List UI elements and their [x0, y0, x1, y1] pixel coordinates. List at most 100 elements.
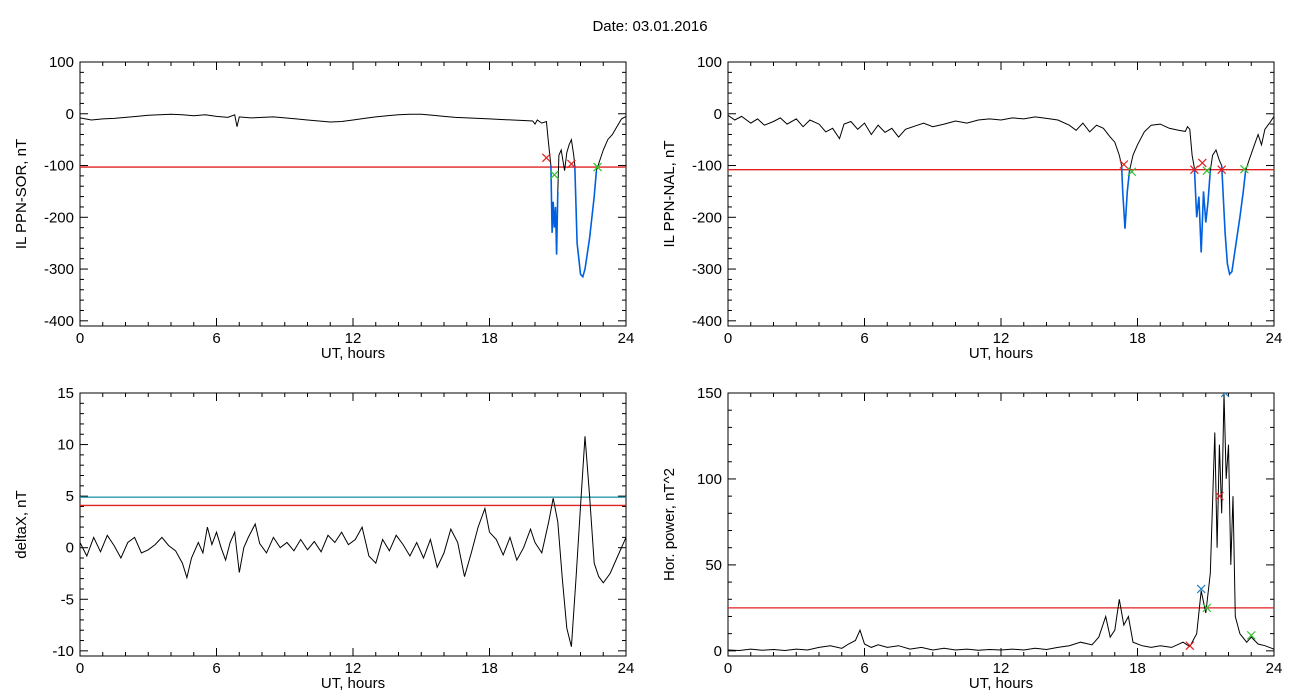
marker-x: [1202, 603, 1212, 613]
series-line-0: [80, 436, 626, 647]
marker-x: [549, 170, 559, 180]
marker-stroke: [1119, 160, 1129, 169]
marker-x: [1185, 641, 1195, 651]
marker-x: [1220, 393, 1230, 398]
y-tick-label: -100: [44, 158, 74, 175]
x-tick-label: 6: [860, 330, 868, 347]
y-tick-label: -200: [44, 209, 74, 226]
y-tick-label: 5: [66, 488, 74, 505]
y-tick-label: 150: [697, 385, 722, 402]
y-tick-label: 0: [66, 540, 74, 557]
chart-panel-top-left: 0 6 12 18 24 100 0 -100 -200 -300 -400 UT, hours IL …: [13, 54, 634, 362]
series-line-0: [80, 113, 552, 166]
marker-stroke: [1196, 584, 1206, 594]
marker-x: [1240, 164, 1249, 174]
plot-area: [80, 113, 626, 279]
y-tick-label: 100: [697, 54, 722, 71]
x-tick-label: 12: [993, 660, 1010, 677]
series-line-0: [728, 114, 1123, 166]
y-axis-label: IL PPN-SOR, nT: [13, 139, 30, 249]
x-tick-label: 12: [993, 330, 1010, 347]
page-title: Date: 03.01.2016: [592, 18, 708, 35]
plot-frame: [727, 61, 1275, 327]
y-tick-label: 100: [697, 471, 722, 488]
y-tick-label: -100: [692, 158, 722, 175]
chart-panel-top-right: 0 6 12 18 24 100 0 -100 -200 -300 -400 UT, hours IL …: [661, 54, 1282, 362]
y-axis-label: Hor. power, nT^2: [661, 468, 678, 581]
y-axis-label: IL PPN-NAL, nT: [661, 141, 678, 248]
x-tick-label: 24: [618, 660, 635, 677]
plot-area: [728, 114, 1274, 276]
y-tick-label: 50: [705, 557, 722, 574]
marker-stroke: [1202, 166, 1212, 176]
series-line-4: [595, 115, 626, 171]
marker-stroke: [1197, 158, 1207, 168]
x-tick-label: 18: [481, 330, 498, 347]
marker-stroke: [1189, 165, 1199, 175]
x-tick-label: 6: [860, 660, 868, 677]
marker-stroke: [1214, 491, 1224, 501]
x-tick-label: 0: [724, 660, 732, 677]
y-tick-label: 0: [66, 106, 74, 123]
x-axis-label: UT, hours: [969, 675, 1033, 692]
marker-stroke: [1217, 165, 1227, 175]
y-tick-label: -10: [52, 643, 74, 660]
marker-x: [1214, 491, 1224, 501]
y-tick-label: -5: [61, 591, 74, 608]
x-tick-label: 0: [76, 660, 84, 677]
plot-frame: [79, 61, 627, 327]
marker-x: [1217, 165, 1227, 175]
marker-stroke: [1185, 641, 1195, 651]
marker-stroke: [1220, 393, 1226, 398]
x-axis-label: UT, hours: [969, 345, 1033, 362]
series-line-3: [1193, 168, 1212, 253]
x-tick-label: 18: [1129, 660, 1146, 677]
marker-x: [1202, 166, 1212, 176]
marker-x: [1189, 165, 1199, 175]
series-line-1: [550, 165, 559, 255]
plot-area: [728, 393, 1274, 652]
marker-x: [1196, 584, 1206, 594]
y-axis-label: deltaX, nT: [13, 490, 30, 558]
marker-stroke: [566, 159, 576, 169]
chart-panel-bottom-right: 0 6 12 18 24 150 100 50 0 UT, hours Hor. power, nT…: [661, 385, 1282, 692]
marker-stroke: [1240, 164, 1249, 174]
y-tick-label: 15: [57, 385, 74, 402]
series-line-0: [728, 393, 1274, 652]
x-tick-label: 12: [345, 330, 362, 347]
x-tick-label: 6: [212, 330, 220, 347]
y-tick-label: 100: [49, 54, 74, 71]
y-tick-label: -400: [44, 313, 74, 330]
y-tick-label: -200: [692, 209, 722, 226]
series-line-5: [1220, 165, 1247, 276]
x-axis-label: UT, hours: [321, 675, 385, 692]
series-line-2: [557, 137, 576, 192]
plot-frame: [79, 392, 627, 657]
series-line-3: [574, 165, 598, 279]
marker-stroke: [1202, 603, 1212, 613]
plot-frame: [727, 392, 1275, 657]
marker-stroke: [593, 162, 602, 172]
marker-x: [1197, 158, 1207, 168]
marker-x: [593, 162, 602, 172]
x-axis-label: UT, hours: [321, 345, 385, 362]
y-tick-label: -400: [692, 313, 722, 330]
series-line-2: [1129, 123, 1195, 171]
x-tick-label: 18: [481, 660, 498, 677]
marker-x: [566, 159, 576, 169]
y-tick-label: -300: [692, 261, 722, 278]
x-tick-label: 24: [618, 330, 635, 347]
marker-stroke: [1246, 630, 1256, 640]
marker-x: [1119, 160, 1129, 169]
x-tick-label: 0: [76, 330, 84, 347]
marker-stroke: [549, 170, 559, 180]
x-tick-label: 6: [212, 660, 220, 677]
x-tick-label: 24: [1266, 330, 1283, 347]
y-tick-label: 0: [714, 643, 722, 660]
x-tick-label: 18: [1129, 330, 1146, 347]
marker-stroke: [1224, 393, 1230, 398]
y-tick-label: 10: [57, 437, 74, 454]
plot-area: [80, 436, 626, 647]
marker-stroke: [541, 153, 551, 163]
